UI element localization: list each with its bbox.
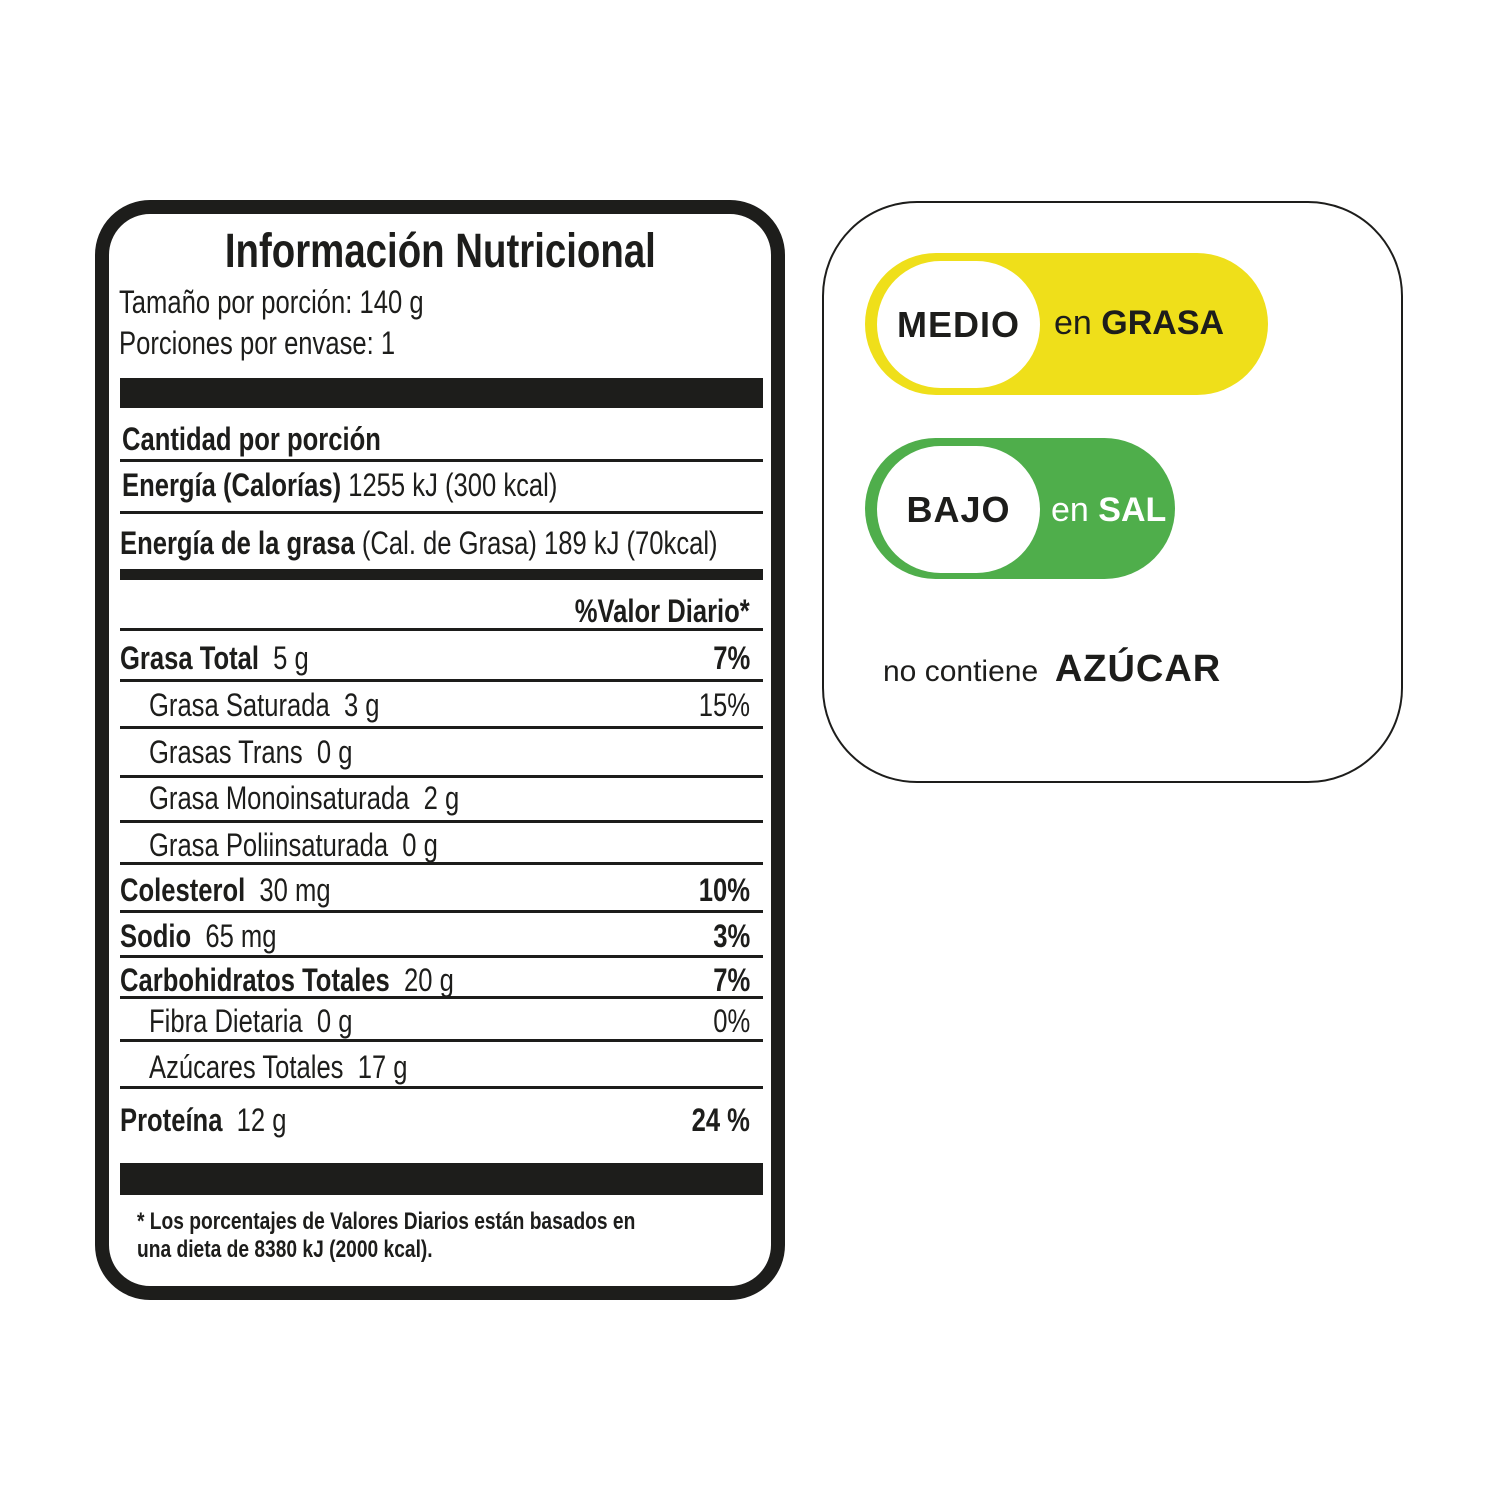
nutrient-name: Grasa Saturada <box>149 687 330 723</box>
footnote-line-1: * Los porcentajes de Valores Diarios est… <box>137 1208 636 1235</box>
label-title: Información Nutricional <box>224 225 656 278</box>
divider <box>120 862 763 865</box>
nutrient-amount: 0 g <box>402 827 438 863</box>
divider <box>120 955 763 958</box>
serving-size: Tamaño por porción: 140 g <box>119 284 424 320</box>
nutrient-name: Carbohidratos Totales <box>120 962 390 998</box>
nutrient-row: Grasas Trans 0 g <box>120 734 750 770</box>
nutrient-name: Sodio <box>120 918 192 954</box>
nutrient-amount: 2 g <box>423 780 460 816</box>
nutrient-name: Proteína <box>120 1102 223 1138</box>
nutrient-daily-value: 15% <box>698 687 750 723</box>
nutrient-daily-value: 7% <box>713 962 750 998</box>
sugar-label: no contiene AZÚCAR <box>883 648 1222 690</box>
nutrient-row: Grasa Monoinsaturada 2 g <box>120 780 750 816</box>
nutrient-name: Grasa Total <box>120 640 259 676</box>
divider <box>120 820 763 823</box>
divider <box>120 910 763 913</box>
salt-badge: BAJO en SAL <box>865 438 1175 579</box>
divider <box>120 775 763 778</box>
fat-label: en GRASA <box>1054 304 1225 342</box>
amount-per-serving: Cantidad por porción <box>122 421 381 457</box>
nutrient-amount: 20 g <box>404 962 454 998</box>
nutrient-row: Proteína 12 g 24 % <box>120 1102 750 1138</box>
nutrient-amount: 12 g <box>236 1102 287 1138</box>
divider <box>120 996 763 999</box>
divider <box>120 1086 763 1089</box>
nutrient-amount: 65 mg <box>205 918 277 954</box>
divider <box>120 459 763 462</box>
footnote-line-2: una dieta de 8380 kJ (2000 kcal). <box>137 1236 433 1263</box>
fat-badge: MEDIO en GRASA <box>865 253 1268 395</box>
nutrient-row: Grasa Poliinsaturada 0 g <box>120 827 750 863</box>
nutrient-amount: 0 g <box>316 734 353 770</box>
nutrient-amount: 3 g <box>343 687 380 723</box>
energy-row: Energía (Calorías) 1255 kJ (300 kcal) <box>122 467 558 503</box>
nutrient-name: Colesterol <box>120 872 246 908</box>
nutrient-row: Grasa Total 5 g 7% <box>120 640 750 676</box>
nutrient-row: Carbohidratos Totales 20 g 7% <box>120 962 750 998</box>
front-label-panel <box>822 201 1403 783</box>
nutrient-name: Fibra Dietaria <box>149 1003 303 1039</box>
nutrient-name: Azúcares Totales <box>149 1049 344 1085</box>
nutrient-daily-value: 10% <box>698 872 750 908</box>
nutrient-amount: 5 g <box>273 640 309 676</box>
nutrition-facts-label <box>95 200 785 1300</box>
divider <box>120 726 763 729</box>
divider <box>120 1039 763 1042</box>
nutrient-name: Grasas Trans <box>149 734 303 770</box>
nutrient-amount: 0 g <box>316 1003 353 1039</box>
nutrient-name: Grasa Monoinsaturada <box>149 780 410 816</box>
divider-thick <box>120 1163 763 1195</box>
footnote: * Los porcentajes de Valores Diarios est… <box>137 1208 760 1264</box>
fat-energy-row: Energía de la grasa (Cal. de Grasa) 189 … <box>120 525 718 561</box>
salt-level: BAJO <box>877 446 1040 573</box>
nutrient-daily-value: 3% <box>713 918 750 954</box>
nutrient-daily-value: 0% <box>713 1003 750 1039</box>
divider <box>120 628 763 631</box>
nutrient-row: Azúcares Totales 17 g <box>120 1049 750 1085</box>
servings-per-container: Porciones por envase: 1 <box>119 325 396 361</box>
nutrient-row: Sodio 65 mg 3% <box>120 918 750 954</box>
salt-label: en SAL <box>1051 491 1167 529</box>
daily-value-header: %Valor Diario* <box>575 593 750 629</box>
fat-level: MEDIO <box>877 261 1040 388</box>
nutrient-amount: 17 g <box>357 1049 408 1085</box>
divider <box>120 679 763 682</box>
divider-medium <box>120 569 763 580</box>
nutrient-row: Colesterol 30 mg 10% <box>120 872 750 908</box>
nutrient-row: Grasa Saturada 3 g 15% <box>120 687 750 723</box>
nutrient-daily-value: 7% <box>713 640 750 676</box>
divider <box>120 511 763 514</box>
nutrient-daily-value: 24 % <box>691 1102 750 1138</box>
divider-thick <box>120 378 763 408</box>
nutrient-amount: 30 mg <box>259 872 331 908</box>
nutrient-row: Fibra Dietaria 0 g 0% <box>120 1003 750 1039</box>
nutrient-name: Grasa Poliinsaturada <box>149 827 389 863</box>
